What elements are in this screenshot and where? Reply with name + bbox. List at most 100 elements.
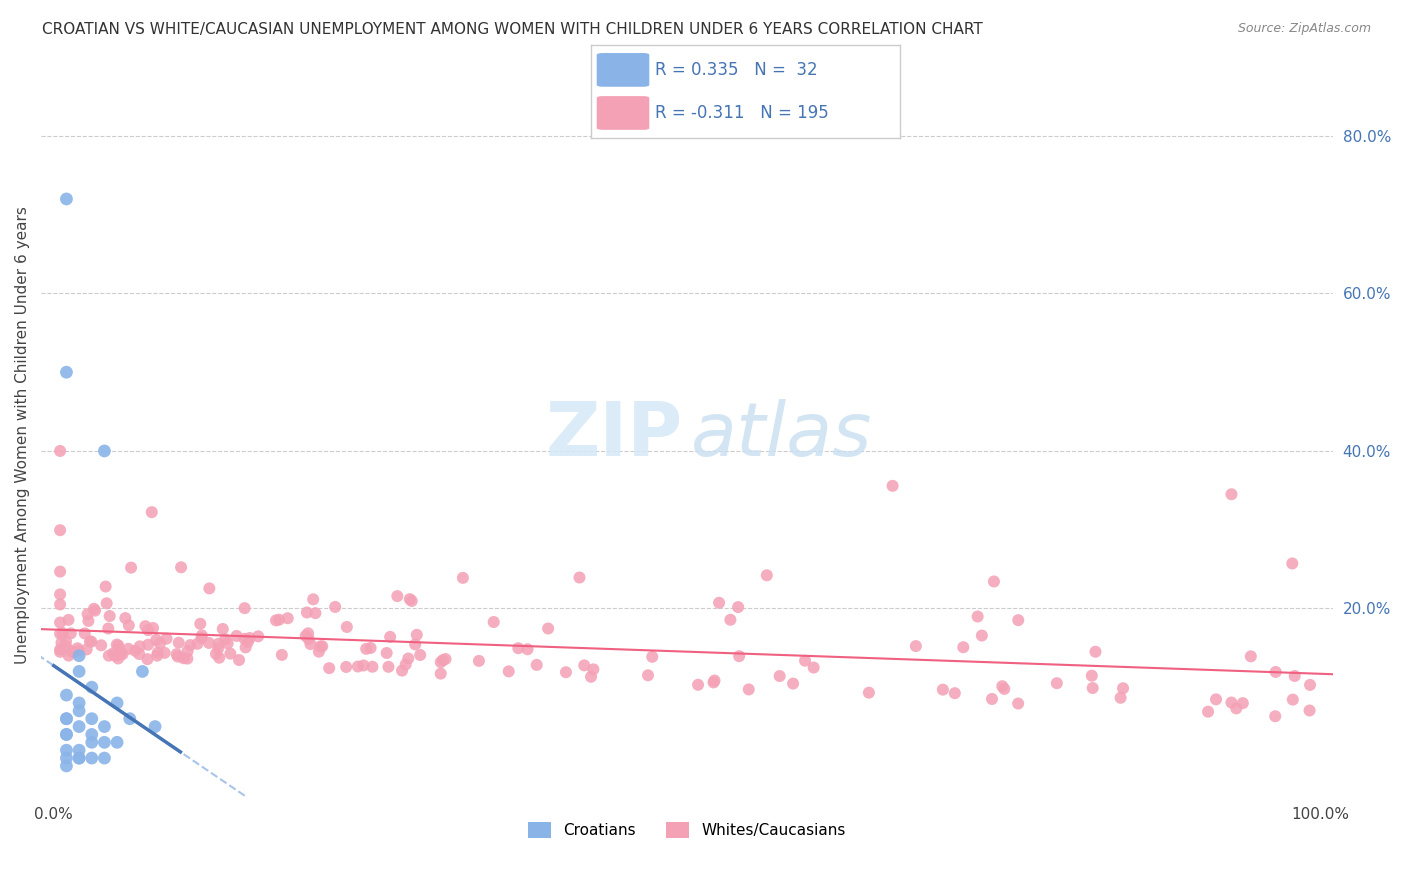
Point: [67, 665, 90, 679]
Point: [108, 643, 131, 657]
Point: [55, 759, 77, 773]
Point: [146, 648, 169, 663]
Text: R = 0.335   N =  32: R = 0.335 N = 32: [655, 61, 818, 78]
Point: [702, 675, 724, 690]
Point: [217, 636, 239, 650]
Point: [136, 638, 159, 652]
Point: [136, 624, 159, 638]
Point: [582, 662, 605, 676]
Point: [60, 644, 83, 658]
Point: [76, 607, 98, 622]
Point: [93, 751, 115, 765]
Point: [211, 622, 233, 636]
Point: [1240, 649, 1263, 664]
Point: [170, 560, 193, 574]
Point: [142, 621, 165, 635]
Legend: Croatians, Whites/Caucasians: Croatians, Whites/Caucasians: [522, 816, 852, 844]
Point: [391, 664, 413, 678]
Point: [214, 632, 236, 647]
Point: [579, 670, 602, 684]
Y-axis label: Unemployment Among Women with Children Under 6 years: Unemployment Among Women with Children U…: [15, 206, 30, 665]
Point: [943, 686, 966, 700]
Point: [526, 657, 548, 672]
Point: [49, 523, 72, 537]
Point: [179, 638, 201, 652]
Point: [1112, 681, 1135, 696]
Point: [398, 592, 420, 607]
Point: [73, 626, 96, 640]
Point: [188, 616, 211, 631]
Point: [318, 661, 340, 675]
Point: [360, 640, 382, 655]
Point: [387, 589, 409, 603]
Point: [686, 678, 709, 692]
Point: [1081, 669, 1104, 683]
Point: [468, 654, 491, 668]
Point: [983, 574, 1005, 589]
Point: [574, 658, 596, 673]
Point: [235, 640, 257, 655]
Point: [49, 615, 72, 630]
Point: [55, 365, 77, 379]
Point: [166, 647, 188, 661]
Point: [105, 648, 128, 662]
Point: [219, 647, 242, 661]
Point: [1264, 709, 1286, 723]
Point: [93, 735, 115, 749]
Point: [124, 644, 146, 658]
Point: [308, 645, 330, 659]
Point: [80, 634, 103, 648]
Point: [80, 727, 103, 741]
Point: [336, 620, 359, 634]
Point: [1299, 678, 1322, 692]
Point: [1109, 690, 1132, 705]
Point: [207, 637, 229, 651]
Point: [377, 660, 399, 674]
Point: [637, 668, 659, 682]
Point: [94, 580, 117, 594]
Point: [49, 598, 72, 612]
Point: [641, 649, 664, 664]
Point: [141, 505, 163, 519]
Point: [1225, 701, 1247, 715]
Point: [498, 665, 520, 679]
Point: [55, 751, 77, 765]
Point: [401, 594, 423, 608]
Point: [110, 646, 132, 660]
Point: [311, 640, 333, 654]
Point: [728, 649, 751, 664]
Point: [93, 444, 115, 458]
Point: [98, 609, 121, 624]
Point: [128, 647, 150, 661]
Point: [198, 636, 221, 650]
Point: [451, 571, 474, 585]
Point: [134, 619, 156, 633]
Point: [404, 637, 426, 651]
Point: [108, 646, 131, 660]
Point: [703, 673, 725, 688]
Point: [131, 665, 153, 679]
Point: [236, 635, 259, 649]
Point: [904, 639, 927, 653]
Point: [323, 599, 346, 614]
Point: [117, 641, 139, 656]
Point: [120, 560, 142, 574]
Point: [429, 666, 451, 681]
Point: [205, 647, 228, 661]
Point: [993, 681, 1015, 696]
Point: [297, 626, 319, 640]
Point: [66, 641, 89, 656]
Point: [97, 648, 120, 663]
Point: [67, 751, 90, 765]
Point: [508, 641, 530, 656]
Point: [114, 611, 136, 625]
Point: [198, 582, 221, 596]
Text: ZIP: ZIP: [546, 399, 683, 472]
Point: [207, 641, 229, 656]
Point: [107, 651, 129, 665]
Point: [49, 642, 72, 657]
Point: [225, 629, 247, 643]
Point: [378, 630, 401, 644]
Point: [932, 682, 955, 697]
Point: [55, 743, 77, 757]
